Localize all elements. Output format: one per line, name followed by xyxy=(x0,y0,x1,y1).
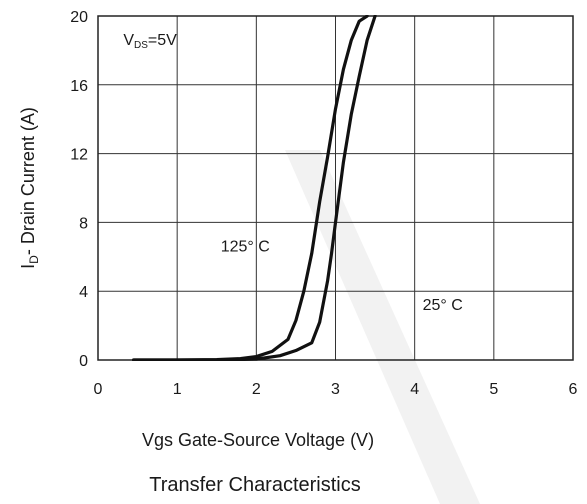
y-axis-label-rest: - Drain Current (A) xyxy=(18,107,38,255)
chart-title: Transfer Characteristics xyxy=(149,474,361,496)
x-axis-label: Vgs Gate-Source Voltage (V) xyxy=(142,430,374,450)
annotation-vds: VDS=5V xyxy=(123,32,177,51)
grid xyxy=(97,15,574,361)
y-tick-label: 0 xyxy=(79,353,88,370)
annotation-t25: 25° C xyxy=(423,297,463,314)
y-tick-label: 12 xyxy=(70,147,88,164)
y-axis-label: ID- Drain Current (A) xyxy=(18,107,41,269)
annotation-rest: =5V xyxy=(148,32,177,49)
y-tick-label: 4 xyxy=(79,284,88,301)
x-tick-label: 4 xyxy=(410,381,419,398)
y-tick-label: 16 xyxy=(70,78,88,95)
annotation-t125: 125° C xyxy=(221,239,270,256)
x-tick-label: 0 xyxy=(94,381,103,398)
y-axis-label-sub: D xyxy=(27,255,41,264)
x-tick-label: 2 xyxy=(252,381,261,398)
annotations: VDS=5V 125° C 25° C xyxy=(123,32,462,314)
annotation-sub: DS xyxy=(134,40,148,51)
y-tick-label: 20 xyxy=(70,9,88,26)
plot-frame xyxy=(97,15,574,361)
x-tick-label: 5 xyxy=(489,381,498,398)
x-tick-label: 1 xyxy=(173,381,182,398)
watermark-stripe xyxy=(285,150,480,504)
x-tick-label: 6 xyxy=(569,381,578,398)
y-tick-label: 8 xyxy=(79,215,88,232)
x-tick-label: 3 xyxy=(331,381,340,398)
annotation-prefix: V xyxy=(123,32,134,49)
y-axis-label-prefix: I xyxy=(18,264,38,269)
series-line-25C xyxy=(132,15,377,361)
series-lines xyxy=(132,15,377,361)
